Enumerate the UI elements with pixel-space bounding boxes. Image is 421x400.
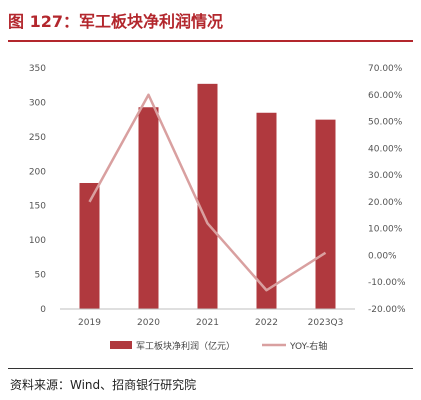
- left-axis-tick-label: 100: [29, 236, 46, 246]
- left-axis-tick-label: 350: [29, 64, 46, 74]
- left-axis-tick-label: 0: [40, 305, 46, 315]
- bar: [138, 107, 159, 310]
- source-note: 资料来源：Wind、招商银行研究院: [10, 378, 197, 392]
- right-axis-tick-label: 20.00%: [368, 198, 403, 208]
- right-axis-tick-label: -20.00%: [368, 305, 406, 315]
- legend-label-line: YOY-右轴: [289, 340, 327, 352]
- bar: [79, 182, 100, 309]
- yoy-line: [88, 93, 327, 292]
- left-axis-tick-label: 250: [29, 133, 46, 143]
- footer-divider: [8, 368, 413, 369]
- right-axis-tick-label: 70.00%: [368, 64, 403, 74]
- title-divider: [8, 40, 413, 42]
- right-axis-tick-label: 60.00%: [368, 91, 403, 101]
- right-axis-tick-label: 0.00%: [368, 251, 397, 261]
- bar: [256, 112, 277, 309]
- right-axis-tick-label: 40.00%: [368, 144, 403, 154]
- x-axis-tick-label: 2022: [255, 318, 278, 328]
- x-axis-tick-label: 2019: [78, 318, 101, 328]
- left-axis-tick-label: 200: [29, 167, 46, 177]
- page-title: 图 127：军工板块净利润情况: [8, 12, 223, 31]
- right-axis-tick-label: 10.00%: [368, 225, 403, 235]
- bar: [197, 83, 218, 309]
- right-axis-tick-label: -10.00%: [368, 278, 406, 288]
- left-axis-tick-label: 300: [29, 98, 46, 108]
- left-axis-tick-label: 150: [29, 202, 46, 212]
- legend-swatch-bar: [110, 341, 132, 349]
- x-axis-tick-label: 2020: [137, 318, 160, 328]
- right-axis-tick-label: 50.00%: [368, 118, 403, 128]
- right-axis-tick-label: 30.00%: [368, 171, 403, 181]
- legend-label-bar: 军工板块净利润（亿元）: [136, 340, 235, 352]
- x-axis-tick-label: 2023Q3: [308, 318, 344, 328]
- left-axis-tick-label: 50: [35, 271, 47, 281]
- x-axis-tick-label: 2021: [196, 318, 219, 328]
- bar: [315, 119, 336, 310]
